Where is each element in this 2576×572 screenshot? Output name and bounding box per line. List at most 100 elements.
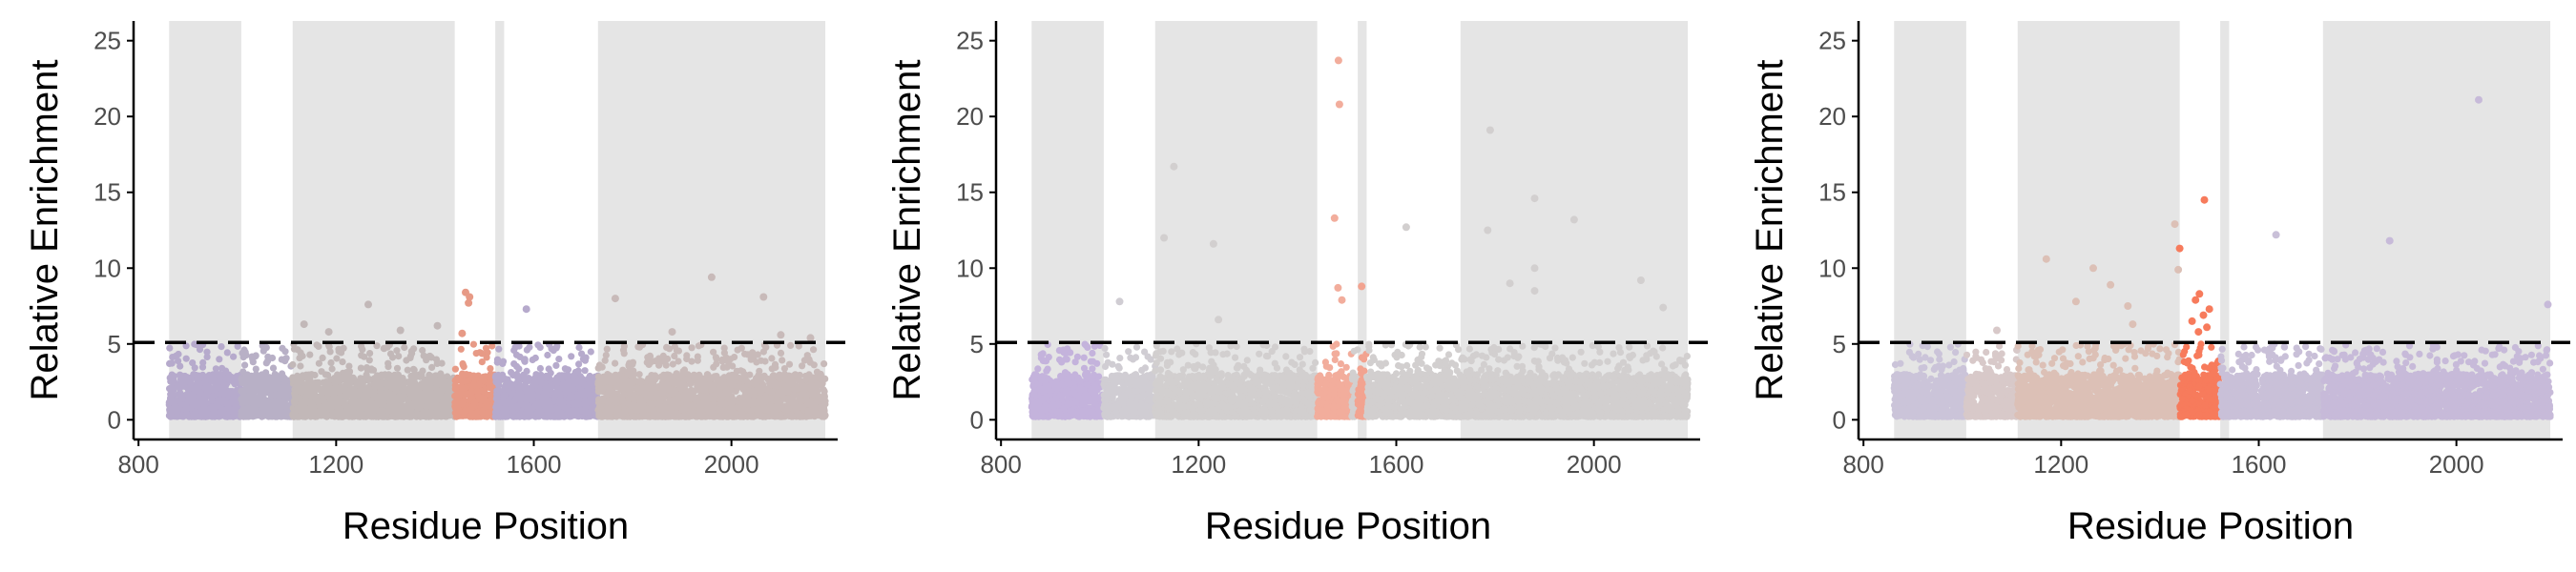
data-point <box>289 360 297 369</box>
data-point <box>467 389 475 397</box>
data-point <box>434 388 442 396</box>
data-point <box>423 357 430 364</box>
data-point <box>556 390 564 398</box>
data-point <box>713 360 720 368</box>
data-point <box>768 355 776 362</box>
data-point <box>175 358 182 365</box>
data-point <box>482 344 490 352</box>
data-point <box>341 387 348 395</box>
data-point <box>173 403 180 411</box>
data-point <box>250 389 258 397</box>
data-point <box>469 340 477 348</box>
data-point <box>513 362 521 370</box>
data-point <box>579 356 588 363</box>
data-point <box>536 343 544 351</box>
data-point <box>252 396 260 403</box>
data-point <box>487 365 494 373</box>
data-point <box>737 344 745 352</box>
data-point <box>777 349 785 357</box>
data-point <box>298 384 305 392</box>
data-point <box>392 394 400 401</box>
data-point <box>753 358 760 366</box>
data-point <box>210 408 218 416</box>
data-point <box>451 365 459 373</box>
data-point <box>432 356 441 363</box>
data-point <box>192 408 199 416</box>
data-point <box>281 348 289 356</box>
data-point <box>239 354 247 361</box>
data-point <box>291 398 299 406</box>
data-point <box>181 382 189 390</box>
data-point <box>542 385 551 393</box>
data-point <box>380 407 387 415</box>
data-point <box>361 353 368 360</box>
data-point <box>297 362 304 370</box>
data-point <box>222 412 230 420</box>
data-point <box>480 395 488 402</box>
data-point <box>203 353 211 360</box>
data-point <box>212 382 219 390</box>
data-point <box>513 402 521 410</box>
data-point <box>290 376 298 383</box>
data-point <box>167 396 175 403</box>
data-point <box>167 378 175 385</box>
data-point <box>512 395 521 402</box>
data-point <box>546 412 553 419</box>
data-point <box>405 397 412 404</box>
data-point <box>183 374 191 381</box>
data-point <box>401 343 408 352</box>
data-point <box>312 413 320 420</box>
data-point <box>493 356 502 363</box>
data-point <box>553 378 561 385</box>
data-point <box>244 384 252 392</box>
data-point <box>461 378 468 385</box>
data-point <box>375 413 383 420</box>
data-point <box>575 343 583 352</box>
data-point <box>322 409 329 417</box>
data-point <box>419 346 426 355</box>
data-point <box>509 371 517 379</box>
data-point <box>561 365 570 373</box>
data-point <box>467 412 474 419</box>
data-point <box>291 390 299 398</box>
data-point <box>397 380 405 388</box>
data-point <box>216 356 223 363</box>
data-point <box>483 354 490 361</box>
data-point <box>294 413 301 420</box>
data-point <box>333 355 341 362</box>
data-point <box>500 412 509 419</box>
data-point <box>343 369 350 377</box>
data-point <box>515 388 524 396</box>
data-point <box>369 366 378 374</box>
data-point <box>550 347 557 355</box>
data-point <box>266 408 275 416</box>
data-point <box>497 374 505 381</box>
data-point <box>581 400 589 408</box>
data-point <box>581 406 589 414</box>
data-point <box>182 355 190 362</box>
data-point <box>324 389 332 397</box>
data-point <box>357 410 364 418</box>
data-point <box>573 393 581 400</box>
data-point <box>563 372 571 379</box>
data-point <box>317 403 324 411</box>
data-point <box>585 386 592 394</box>
data-points <box>165 273 829 420</box>
data-point <box>195 393 202 400</box>
data-point <box>301 397 309 404</box>
data-point <box>167 410 175 418</box>
data-point <box>545 398 553 406</box>
data-point <box>310 405 318 413</box>
data-point <box>384 363 392 371</box>
data-point <box>276 392 283 399</box>
data-point <box>337 398 345 405</box>
data-point <box>568 353 575 360</box>
data-point <box>275 405 282 413</box>
data-point <box>408 350 416 358</box>
data-point <box>351 398 359 405</box>
data-point <box>273 379 280 387</box>
data-point <box>694 357 701 364</box>
data-point <box>258 371 265 378</box>
